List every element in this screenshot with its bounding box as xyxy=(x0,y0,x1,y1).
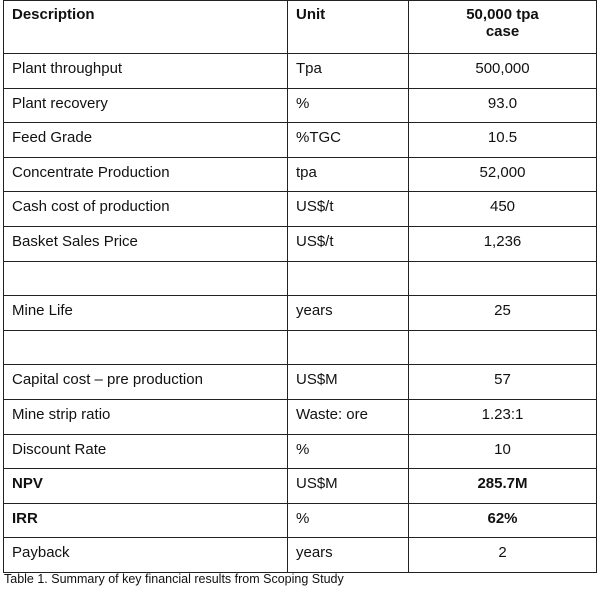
caption: Table 1. Summary of key financial result… xyxy=(4,572,344,586)
table-cell: Payback xyxy=(3,537,288,573)
table-cell: Mine Life xyxy=(3,295,288,331)
empty-cell xyxy=(287,260,409,297)
table-cell: 25 xyxy=(408,295,597,331)
table-cell: 57 xyxy=(408,364,597,400)
table-cell: %TGC xyxy=(287,122,409,158)
table-row: Plant recovery% 93.0 xyxy=(3,87,597,124)
empty-cell xyxy=(3,329,288,366)
table-cell: 285.7M xyxy=(408,468,597,504)
table-cell: years xyxy=(287,537,409,573)
header-cell: Unit xyxy=(287,0,409,54)
results-table: Description Unit 50,000 tpa case Plant t… xyxy=(3,0,597,573)
table-body: Plant throughput Tpa 500,000 Plant recovery… xyxy=(3,53,597,573)
table-cell: US$M xyxy=(287,364,409,400)
table-cell: % xyxy=(287,87,409,124)
table-row: Discount Rate% 10 xyxy=(3,433,597,470)
table-row: Feed Grade %TGC 10.5 xyxy=(3,122,597,158)
table-cell: Concentrate Production xyxy=(3,156,288,193)
table-cell: 1,236 xyxy=(408,225,597,262)
table-cell: Tpa xyxy=(287,53,409,89)
table-cell: Feed Grade xyxy=(3,122,288,158)
table-cell: US$/t xyxy=(287,191,409,227)
table-cell: 450 xyxy=(408,191,597,227)
table-row: Concentrate Production tpa 52,000 xyxy=(3,156,597,193)
header-cell: 50,000 tpa case xyxy=(408,0,597,54)
table-cell: years xyxy=(287,295,409,331)
table-cell: % xyxy=(287,433,409,470)
table-cell: 93.0 xyxy=(408,87,597,124)
table-cell: US$/t xyxy=(287,225,409,262)
empty-cell xyxy=(408,260,597,297)
table-cell: % xyxy=(287,502,409,539)
table-cell: 1.23:1 xyxy=(408,398,597,435)
table-cell: 2 xyxy=(408,537,597,573)
table-row xyxy=(3,329,597,366)
table-cell: Cash cost of production xyxy=(3,191,288,227)
header-cell: Description xyxy=(3,0,288,54)
table-row xyxy=(3,260,597,297)
header-text: 50,000 tpa case xyxy=(466,6,539,40)
table-cell: IRR xyxy=(3,502,288,539)
table-row: Plant throughput Tpa 500,000 xyxy=(3,53,597,89)
empty-cell xyxy=(287,329,409,366)
table-row: Capital cost – pre production US$M 57 xyxy=(3,364,597,400)
table-row: Cash cost of production US$/t 450 xyxy=(3,191,597,227)
table-cell: 62% xyxy=(408,502,597,539)
table-cell: tpa xyxy=(287,156,409,193)
table-cell: Plant throughput xyxy=(3,53,288,89)
table-cell: 10.5 xyxy=(408,122,597,158)
table-cell: NPV xyxy=(3,468,288,504)
table-cell: 500,000 xyxy=(408,53,597,89)
table-cell: 52,000 xyxy=(408,156,597,193)
table-cell: Discount Rate xyxy=(3,433,288,470)
header-row: Description Unit 50,000 tpa case xyxy=(3,0,597,54)
table-cell: 10 xyxy=(408,433,597,470)
table-row: Basket Sales Price US$/t 1,236 xyxy=(3,225,597,262)
empty-cell xyxy=(408,329,597,366)
table-cell: US$M xyxy=(287,468,409,504)
empty-cell xyxy=(3,260,288,297)
table-row: NPV US$M 285.7M xyxy=(3,468,597,504)
table-cell: Capital cost – pre production xyxy=(3,364,288,400)
table-cell: Plant recovery xyxy=(3,87,288,124)
table-cell: Waste: ore xyxy=(287,398,409,435)
table-cell: Basket Sales Price xyxy=(3,225,288,262)
table-row: Mine Life years 25 xyxy=(3,295,597,331)
table-cell: Mine strip ratio xyxy=(3,398,288,435)
table-row: Payback years 2 xyxy=(3,537,597,573)
table-row: IRR% 62% xyxy=(3,502,597,539)
table-row: Mine strip ratio Waste: ore 1.23:1 xyxy=(3,398,597,435)
